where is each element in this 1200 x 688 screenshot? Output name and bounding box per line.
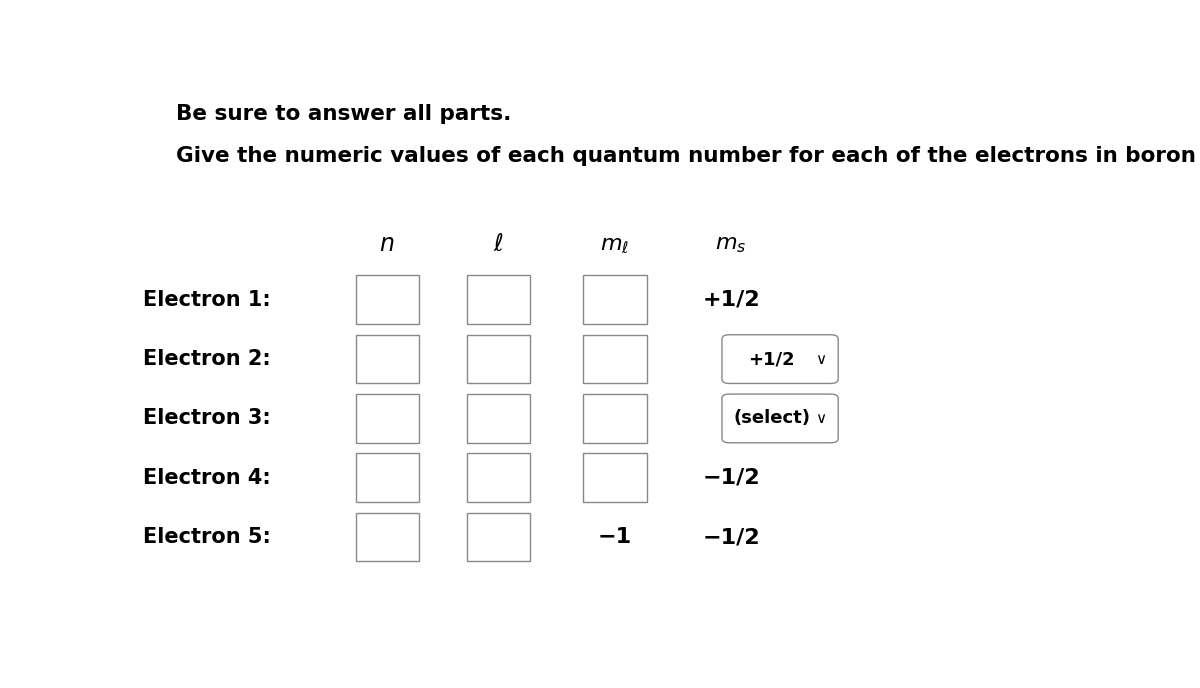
Text: Electron 1:: Electron 1:: [143, 290, 271, 310]
Text: Give the numeric values of each quantum number for each of the electrons in boro: Give the numeric values of each quantum …: [176, 146, 1200, 166]
FancyBboxPatch shape: [722, 335, 839, 383]
Text: $\mathit{\ell}$: $\mathit{\ell}$: [493, 232, 504, 256]
Text: $\mathbf{\mathit{n}}$: $\mathbf{\mathit{n}}$: [379, 233, 395, 256]
FancyBboxPatch shape: [467, 394, 530, 443]
FancyBboxPatch shape: [722, 394, 839, 443]
Text: Be sure to answer all parts.: Be sure to answer all parts.: [176, 104, 511, 124]
Text: −1: −1: [598, 527, 632, 547]
FancyBboxPatch shape: [467, 275, 530, 324]
FancyBboxPatch shape: [467, 335, 530, 383]
FancyBboxPatch shape: [467, 453, 530, 502]
Text: $\mathbf{\mathit{m}}_{\mathbf{\mathit{s}}}$: $\mathbf{\mathit{m}}_{\mathbf{\mathit{s}…: [715, 233, 748, 255]
Text: Electron 4:: Electron 4:: [143, 468, 271, 488]
Text: ∨: ∨: [815, 352, 827, 367]
Text: −1/2: −1/2: [702, 527, 760, 547]
FancyBboxPatch shape: [467, 513, 530, 561]
Text: Electron 3:: Electron 3:: [143, 409, 271, 429]
FancyBboxPatch shape: [583, 453, 647, 502]
FancyBboxPatch shape: [583, 335, 647, 383]
Text: $\mathbf{\mathit{m}}_{\mathbf{\mathit{\ell}}}$: $\mathbf{\mathit{m}}_{\mathbf{\mathit{\e…: [600, 233, 630, 255]
Text: (select): (select): [733, 409, 810, 427]
FancyBboxPatch shape: [355, 513, 419, 561]
FancyBboxPatch shape: [355, 394, 419, 443]
FancyBboxPatch shape: [355, 453, 419, 502]
Text: Electron 5:: Electron 5:: [143, 527, 271, 547]
Text: −1/2: −1/2: [702, 468, 760, 488]
FancyBboxPatch shape: [355, 275, 419, 324]
FancyBboxPatch shape: [583, 394, 647, 443]
Text: +1/2: +1/2: [749, 350, 794, 368]
Text: +1/2: +1/2: [702, 290, 760, 310]
FancyBboxPatch shape: [355, 335, 419, 383]
Text: Electron 2:: Electron 2:: [143, 349, 271, 369]
Text: ∨: ∨: [815, 411, 827, 426]
FancyBboxPatch shape: [583, 275, 647, 324]
